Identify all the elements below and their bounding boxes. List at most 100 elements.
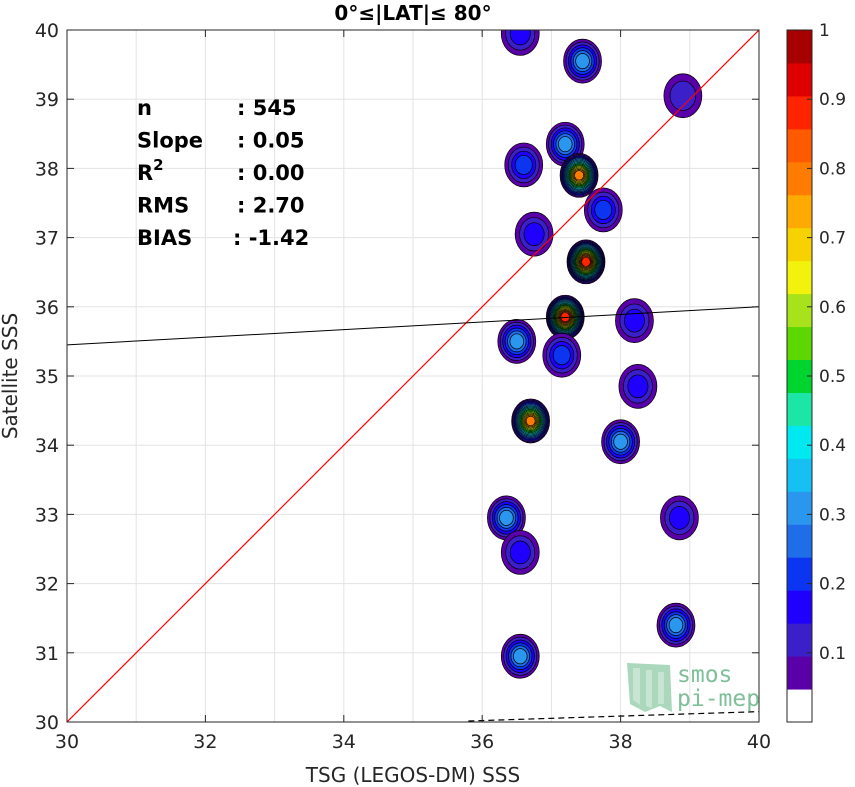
contour-level [514, 154, 533, 175]
density-cluster [497, 319, 537, 364]
stat-label: n [137, 96, 152, 120]
contour-level [594, 199, 613, 220]
colorbar-segment [787, 491, 812, 525]
density-cluster [583, 187, 623, 233]
contour-level [668, 617, 684, 634]
dashed-fit-line [468, 711, 759, 722]
contour-level [499, 509, 514, 526]
colorbar-tick-label: 0.5 [819, 367, 846, 387]
contour-level [523, 222, 545, 246]
density-cluster [500, 633, 540, 679]
logo-line2: pi-mep [677, 686, 760, 712]
colorbar-tick-label: 0.3 [819, 505, 846, 525]
one-to-one-line [67, 30, 759, 722]
contour-level [623, 308, 645, 333]
x-tick-label: 30 [55, 731, 79, 753]
colorbar-tick-label: 0.9 [819, 90, 846, 110]
stat-label: BIAS [137, 226, 192, 250]
contour-level [509, 540, 531, 565]
colorbar-segment [787, 590, 812, 624]
stat-value: : 0.05 [237, 129, 305, 153]
colorbar-segment [787, 128, 812, 163]
x-tick-label: 38 [609, 731, 633, 753]
colorbar-segment [787, 95, 812, 130]
contour-level [513, 648, 528, 665]
y-tick-label: 30 [35, 712, 59, 734]
contour-level [613, 433, 628, 450]
colorbar-tick-label: 0.1 [819, 644, 846, 664]
density-cluster [542, 332, 582, 378]
y-tick-label: 40 [35, 20, 59, 42]
colorbar-segment [787, 392, 812, 426]
colorbar-segment [787, 62, 812, 97]
contour-level [574, 170, 584, 181]
y-tick-label: 31 [35, 643, 59, 665]
contour-level [627, 374, 649, 399]
density-cluster [615, 298, 654, 343]
stat-label: Slope [137, 129, 203, 153]
density-cluster [618, 364, 658, 409]
stat-value: : 0.00 [237, 161, 305, 185]
contour-level [525, 415, 536, 427]
logo-line1: smos [677, 662, 732, 688]
contour-level [581, 256, 591, 267]
colorbar-segment [787, 293, 812, 328]
density-cluster [559, 152, 599, 198]
colorbar-segment [787, 557, 812, 591]
y-tick-label: 35 [35, 366, 59, 388]
colorbar-segment [787, 689, 812, 723]
colorbar-tick-label: 0.8 [819, 159, 846, 179]
x-tick-label: 32 [193, 731, 217, 753]
stat-value: : -1.42 [233, 226, 309, 250]
density-cluster [514, 211, 554, 257]
density-cluster [601, 419, 640, 465]
density-cluster [511, 398, 550, 444]
contour-level [669, 80, 697, 111]
colorbar-tick-label: 0.7 [819, 229, 846, 249]
logo-mark-icon [627, 663, 672, 712]
colorbar: 0.1 0.2 0.3 0.4 0.5 0.6 0.7 0.8 0.9 1 [786, 21, 846, 723]
contour-level [509, 30, 531, 46]
density-cluster [566, 239, 606, 285]
density-cluster [660, 495, 699, 541]
colorbar-segment [787, 425, 812, 459]
density-cluster [545, 121, 585, 167]
density-cluster [656, 602, 696, 648]
stat-value: : 545 [237, 96, 297, 120]
density-cluster [500, 30, 540, 56]
y-tick-label: 38 [35, 158, 59, 180]
x-tick-label: 36 [470, 731, 494, 753]
smos-pimep-logo: smos pi-mep [627, 662, 760, 712]
y-tick-label: 39 [35, 89, 59, 111]
density-cluster [563, 38, 602, 84]
density-cluster [663, 73, 703, 119]
chart-title: 0°≤|LAT|≤ 80° [334, 1, 491, 25]
y-tick-label: 32 [35, 574, 59, 596]
y-tick-label: 37 [35, 228, 59, 250]
colorbar-segment [787, 458, 812, 492]
colorbar-tick-label: 0.2 [819, 575, 846, 595]
colorbar-segment [787, 194, 812, 229]
colorbar-segment [787, 656, 812, 690]
y-tick-label: 36 [35, 297, 59, 319]
contour-level [552, 345, 571, 366]
density-cluster [487, 495, 526, 541]
colorbar-tick-label: 0.4 [819, 436, 846, 456]
x-axis-ticks: 30 32 34 36 38 40 [55, 30, 771, 753]
y-tick-label: 34 [35, 435, 59, 457]
colorbar-segment [787, 326, 812, 361]
regression-lines [67, 30, 759, 722]
colorbar-segment [787, 161, 812, 196]
y-axis-label: Satellite SSS [0, 313, 22, 439]
y-tick-label: 33 [35, 504, 59, 526]
colorbar-segment [787, 227, 812, 262]
y-axis-ticks: 30 31 32 33 34 35 36 37 38 39 40 [35, 20, 759, 734]
colorbar-segment [787, 524, 812, 558]
density-cluster [500, 530, 540, 575]
stat-label: RMS [137, 194, 189, 218]
x-axis-label: TSG (LEGOS-DM) SSS [305, 763, 520, 787]
colorbar-segment [787, 623, 812, 657]
contour-level [509, 333, 525, 350]
